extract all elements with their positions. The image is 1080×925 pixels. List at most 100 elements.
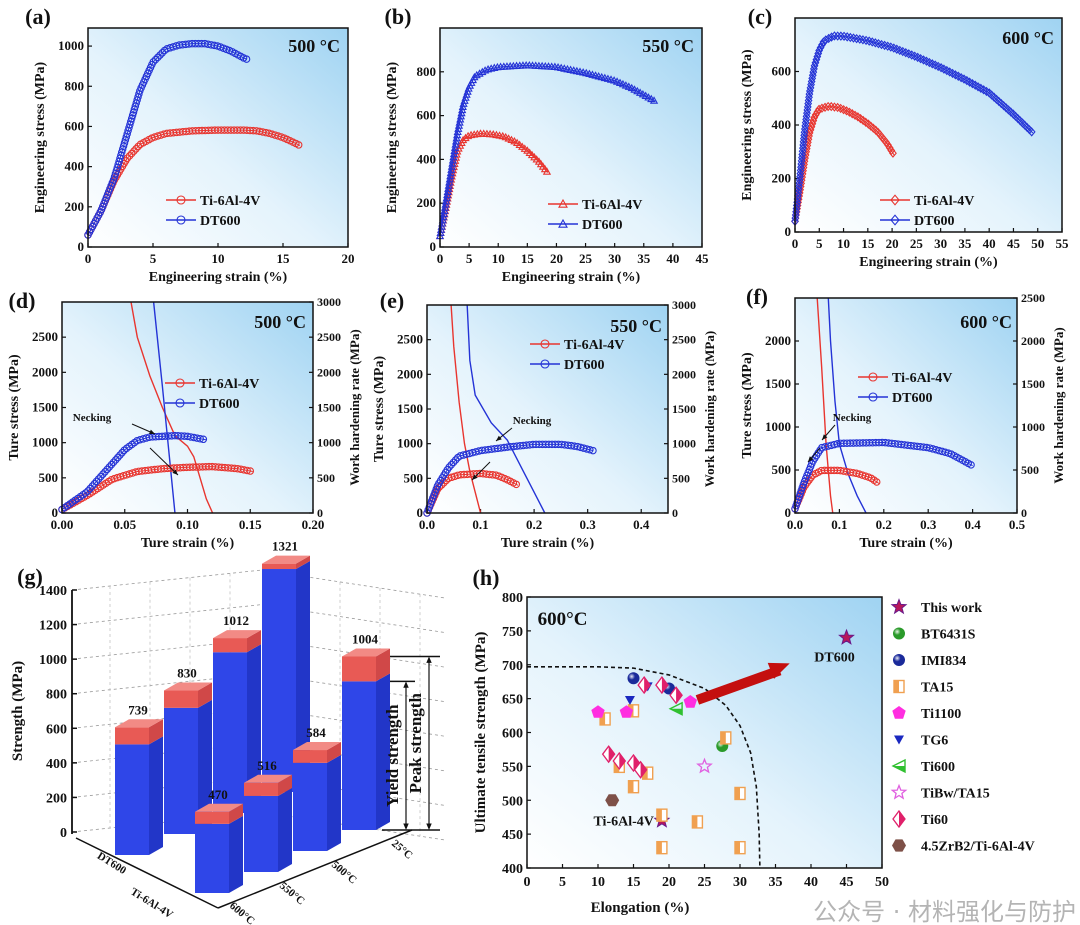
data-point [134,142,142,151]
bar-yield-side [229,815,243,893]
bar-top [213,630,261,639]
data-point [120,446,128,455]
x-tick-label: 0.2 [876,517,892,532]
panel-label: (a) [25,4,51,29]
series-line [87,43,247,236]
y-tick-label: 800 [46,688,67,703]
work-hardening-line [450,304,482,514]
data-point-half [661,677,668,694]
x-tick-label: 40 [804,875,818,890]
y-tick-label: 1500 [32,400,58,415]
x-tick-label: 0 [85,251,92,266]
plot-frame [426,304,669,514]
y-axis-label: Engineering stress (MPa) [385,61,400,213]
panel-c: (c) 0 5 10 15 20 25 30 35 40 45 50 55 0 200 400 600 Engin… [740,4,1069,270]
bar-value-label: 516 [257,758,277,773]
bar-top [342,648,390,657]
y-tick-label: 600 [46,722,67,737]
y-tick-label: 0 [78,239,85,254]
x-tick-label: 0.1 [831,517,847,532]
y-right-tick-label: 2500 [672,333,696,347]
necking-annotation: Necking [73,412,112,424]
x-tick-label: 0.10 [176,517,199,532]
legend-marker-half [893,766,905,772]
category-label: 25°C [389,838,415,862]
x-axis-label: Engineering strain (%) [149,270,288,285]
panel-h: (h) 0 5 10 15 20 25 30 35 40 45 50 400 450 500 550 600 65… [473,565,1076,925]
bar-yield-front [213,652,247,813]
legend-marker [558,218,568,228]
plot-background [795,298,1017,513]
category-label: 600°C [227,900,257,925]
data-point [92,477,101,486]
x-tick-label: 35 [958,236,972,251]
y-tick-label: 0 [430,239,437,254]
legend-label: DT600 [582,218,622,233]
series-4-5zrb2-ti-6al-4v [605,794,620,807]
y-tick-label: 0 [417,505,424,520]
data-point [824,101,833,112]
legend-marker-half [894,680,899,693]
y-axis-label: Engineering stress (MPa) [740,49,755,201]
y-tick-label: 550 [502,760,523,775]
y-tick-label: 600 [772,64,792,79]
y-tick-label: 650 [502,693,523,708]
legend-label: DT600 [199,397,239,412]
y-right-tick-label: 1500 [1021,377,1045,391]
legend-label: TiBw/TA15 [921,787,990,802]
series-dt600 [423,440,597,517]
y-tick-label: 500 [772,462,792,477]
point-label: DT600 [814,651,854,666]
y-tick-label: 400 [46,757,67,772]
x-tick-label: 5 [816,236,823,251]
bar-yield-side [247,644,261,813]
bar-ti-6al-4v-2: 584 [293,725,341,851]
bar-yield-front [195,823,229,893]
y-tick-label: 800 [65,78,85,93]
bar-peak-cap-side [198,682,212,708]
y-right-axis-label: Work hardening rate (MPa) [702,331,717,487]
x-tick-label: 10 [591,875,605,890]
legend-marker [890,194,900,206]
x-tick-label: 40 [983,236,996,251]
data-point-half [692,815,698,828]
bar-peak-cap-front [293,750,327,763]
bar-peak-cap-side [296,555,310,570]
x-tick-label: 0.20 [302,517,325,532]
data-point-half [735,841,740,854]
data-point-half [640,761,647,778]
data-point [199,435,208,444]
data-point [1027,127,1036,137]
bar-yield-side [296,561,310,792]
x-tick-label: 30 [608,251,621,266]
y-tick-label: 1400 [39,584,67,599]
x-axis-label: Engineering strain (%) [859,255,998,270]
bar-value-label: 739 [128,702,148,717]
bar-peak-cap-side [247,630,261,653]
data-point-half [628,780,634,793]
bar-peak-cap-side [327,742,341,763]
y-tick-label: 400 [417,151,437,166]
data-point [819,37,828,47]
panel-label: (b) [385,4,412,29]
data-point [813,107,822,117]
y-tick-label: 700 [502,659,523,674]
data-point-half [600,712,606,725]
data-point [810,112,819,123]
y-tick-label: 1000 [397,436,423,451]
y-right-tick-label: 2500 [1021,291,1045,305]
plot-background [795,18,1062,232]
data-point [512,480,520,489]
x-tick-label: 0.4 [964,517,981,532]
data-point [196,434,204,443]
data-point [94,475,103,483]
legend-label: Ti-6Al-4V [914,194,974,209]
legend-marker [176,215,186,225]
work-hardening-line [152,301,176,514]
work-hardening-line [130,301,214,514]
data-point [125,152,134,160]
legend-label: Ti600 [921,760,955,775]
data-point [151,55,160,64]
arrow-head [403,681,409,688]
y-tick-label: 1000 [39,653,67,668]
